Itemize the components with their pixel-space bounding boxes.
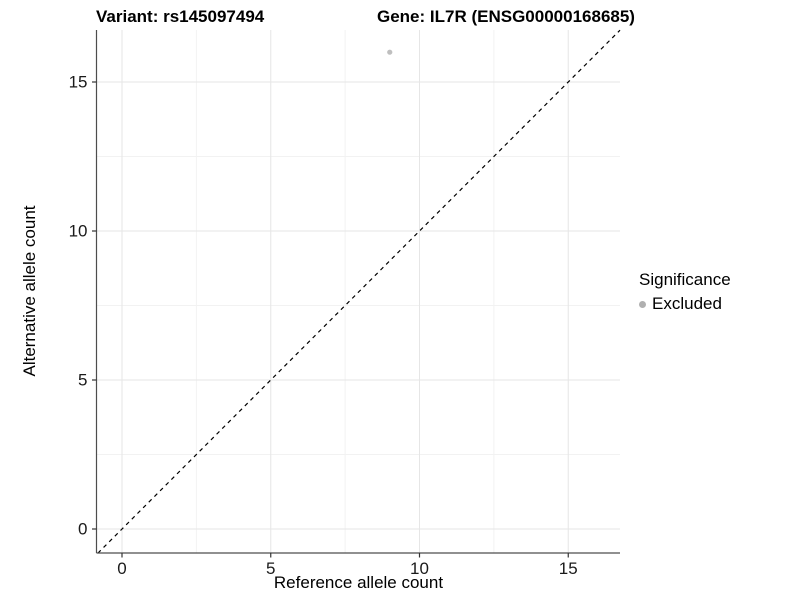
x-tick-label: 5 (266, 559, 275, 578)
legend-title: Significance (639, 270, 731, 289)
x-tick-label: 15 (559, 559, 578, 578)
y-tick-label: 0 (78, 520, 87, 539)
x-tick-label: 10 (410, 559, 429, 578)
plot-title-variant: Variant: rs145097494 (96, 7, 265, 26)
x-axis-title: Reference allele count (273, 573, 444, 592)
y-tick-label: 5 (78, 371, 87, 390)
y-tick-label: 15 (69, 73, 88, 92)
legend: Significance Excluded (639, 270, 731, 314)
identity-dashed-line (97, 29, 621, 554)
legend-point-icon (639, 300, 646, 308)
x-tick-label: 0 (117, 559, 126, 578)
legend-entry-excluded: Excluded (639, 294, 731, 314)
plot-title-gene: Gene: IL7R (ENSG00000168685) (377, 7, 635, 26)
data-point (387, 49, 393, 55)
y-tick-label: 10 (69, 222, 88, 241)
y-axis-title: Alternative allele count (20, 205, 39, 377)
legend-entry-label: Excluded (652, 294, 722, 313)
